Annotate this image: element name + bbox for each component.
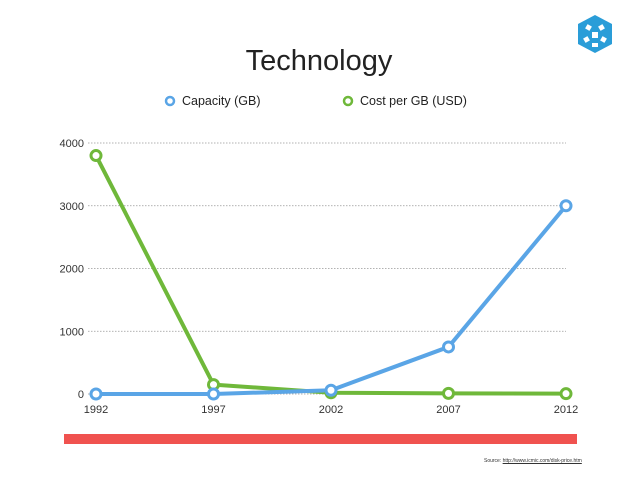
x-tick-label: 2012 — [554, 404, 578, 416]
x-tick-label: 1997 — [201, 404, 225, 416]
data-point — [324, 383, 338, 397]
data-point — [559, 199, 573, 213]
source-link[interactable]: http://www.icmic.com/disk-price.htm — [502, 458, 582, 464]
y-tick-label: 4000 — [60, 138, 84, 150]
legend-label: Cost per GB (USD) — [360, 94, 467, 108]
data-point — [89, 149, 103, 163]
data-point — [442, 340, 455, 354]
legend: Capacity (GB) Cost per GB (USD) — [164, 94, 467, 108]
cube-logo-icon — [575, 14, 615, 54]
legend-marker — [164, 95, 176, 107]
data-point — [559, 387, 573, 401]
source-label: Source: — [484, 458, 502, 464]
grid — [88, 142, 566, 395]
source-line: Source: http://www.icmic.com/disk-price.… — [484, 458, 582, 464]
x-tick-label: 2007 — [436, 404, 460, 416]
legend-label: Capacity (GB) — [182, 94, 261, 108]
series-line-0 — [94, 203, 568, 396]
y-tick-label: 3000 — [60, 201, 84, 213]
y-tick-label: 0 — [78, 389, 84, 401]
x-tick-label: 1992 — [84, 404, 108, 416]
data-point — [89, 387, 103, 401]
x-axis: 1992 1997 2002 2007 2012 — [84, 404, 578, 416]
y-tick-label: 2000 — [60, 264, 84, 276]
series-layer — [89, 149, 573, 401]
legend-marker — [342, 95, 354, 107]
data-point — [207, 387, 220, 401]
x-tick-label: 2002 — [319, 404, 343, 416]
data-point — [442, 386, 455, 400]
red-footer-bar — [64, 434, 577, 444]
y-tick-label: 1000 — [60, 326, 84, 338]
y-axis: 0 1000 2000 3000 4000 — [60, 138, 84, 401]
chart-title: Technology — [246, 45, 393, 77]
series-line-1 — [94, 153, 568, 396]
